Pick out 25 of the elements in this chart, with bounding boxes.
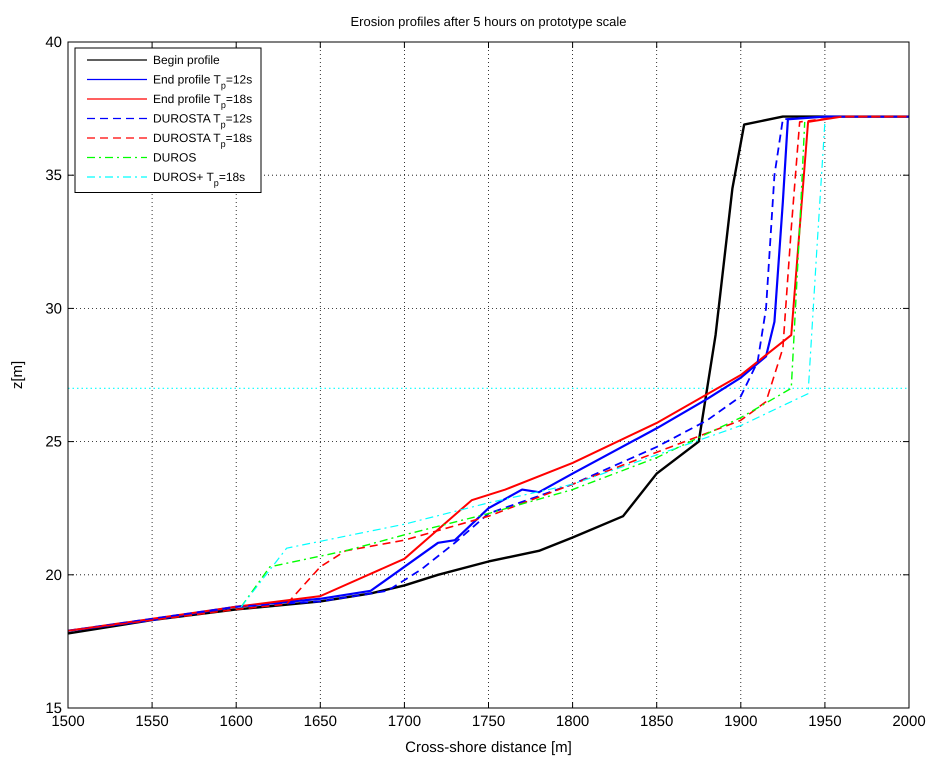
legend-label: End profile T$_{p}$=18s [153,92,252,110]
legend-label: Begin profile [153,53,220,67]
x-tick-label: 1950 [808,713,842,730]
x-tick-label: 2000 [892,713,926,730]
x-tick-label: 1900 [724,713,758,730]
legend-label: DUROSTA T$_{p}$=12s [153,112,252,130]
x-tick-label: 1850 [640,713,674,730]
chart-title: Erosion profiles after 5 hours on prototype scale [350,14,627,29]
legend-label: DUROS [153,150,196,164]
x-tick-label: 1650 [304,713,337,730]
y-tick-label: 25 [45,434,62,451]
y-tick-label: 30 [45,300,62,318]
y-tick-label: 20 [45,566,62,584]
x-tick-label: 1550 [135,713,169,730]
y-tick-label: 35 [45,167,62,184]
legend-label: DUROSTA T$_{p}$=18s [153,131,252,149]
y-tick-label: 40 [45,34,62,51]
x-tick-label: 1600 [220,713,253,730]
x-tick-label: 1800 [556,713,590,730]
y-axis-title: z[m] [9,360,26,390]
legend-label: End profile T$_{p}$=12s [153,72,252,90]
x-axis-title: Cross-shore distance [m] [405,739,572,756]
legend-label: DUROS+ T$_{p}$=18s [153,170,246,188]
x-tick-label: 1700 [388,713,422,730]
x-tick-label: 1750 [472,713,506,730]
